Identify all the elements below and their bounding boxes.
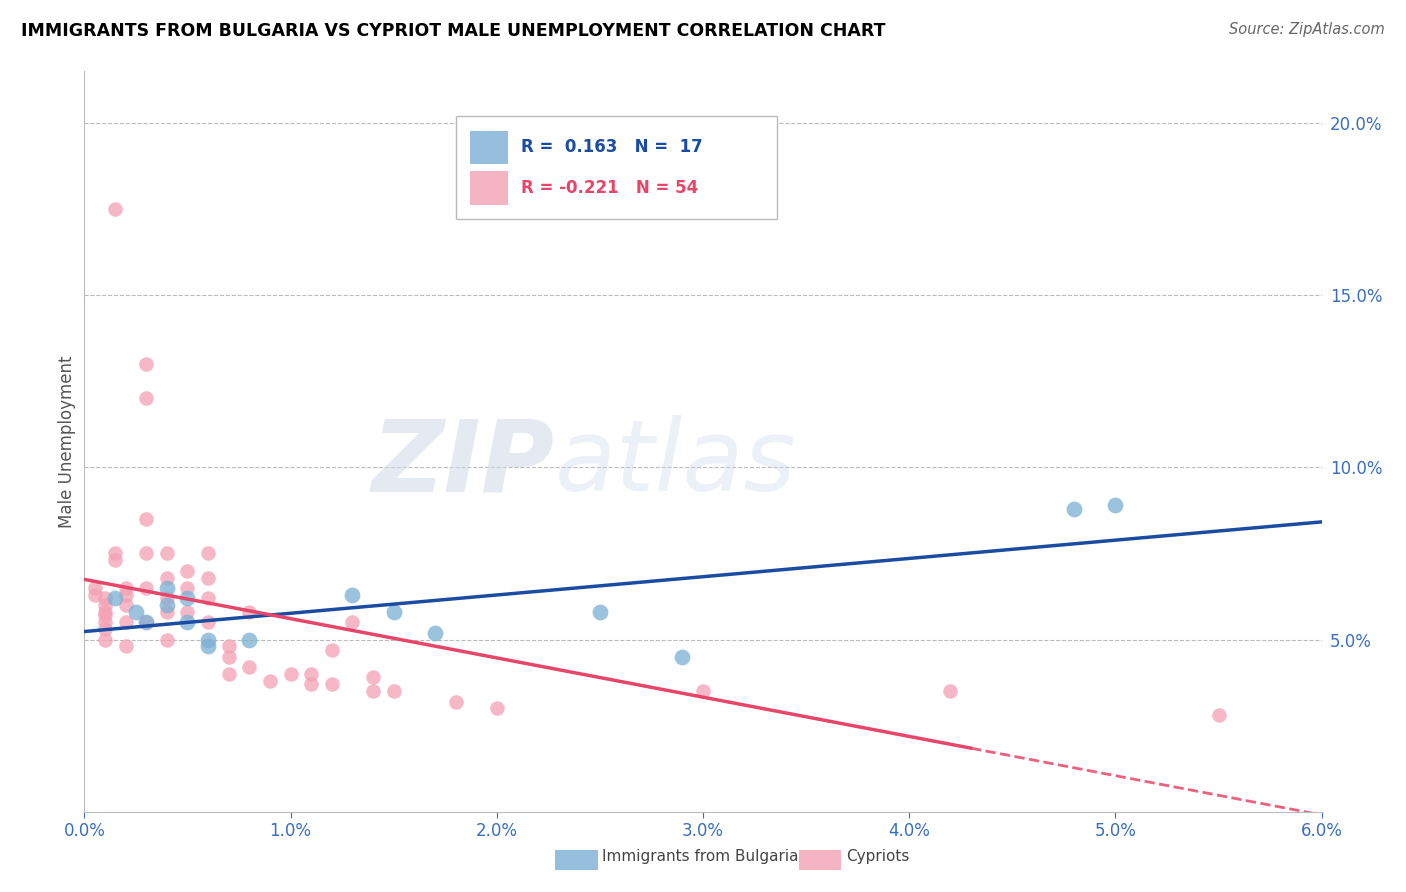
FancyBboxPatch shape: [456, 116, 778, 219]
Point: [238, 660, 260, 674]
Point: [104, 546, 127, 560]
Point: [361, 670, 384, 684]
Point: [361, 684, 384, 698]
Point: [280, 667, 302, 681]
Point: [197, 546, 219, 560]
FancyBboxPatch shape: [471, 171, 508, 204]
Point: [197, 640, 219, 654]
Point: [299, 677, 322, 691]
Point: [382, 605, 405, 619]
Point: [176, 581, 198, 595]
Point: [156, 546, 179, 560]
Point: [135, 392, 157, 406]
Point: [114, 588, 136, 602]
Point: [176, 591, 198, 606]
Point: [1104, 498, 1126, 512]
Point: [114, 581, 136, 595]
Point: [671, 649, 693, 664]
Point: [135, 357, 157, 371]
Point: [444, 694, 467, 708]
Point: [321, 643, 343, 657]
Text: Immigrants from Bulgaria: Immigrants from Bulgaria: [602, 849, 799, 863]
Text: atlas: atlas: [554, 416, 796, 512]
Point: [114, 640, 136, 654]
Text: Cypriots: Cypriots: [846, 849, 910, 863]
Point: [197, 591, 219, 606]
Point: [104, 202, 127, 216]
Point: [589, 605, 612, 619]
Point: [125, 605, 148, 619]
Point: [176, 605, 198, 619]
Point: [218, 649, 240, 664]
Point: [156, 581, 179, 595]
Point: [197, 570, 219, 584]
Point: [259, 673, 281, 688]
Point: [135, 512, 157, 526]
Point: [1208, 708, 1230, 723]
FancyBboxPatch shape: [471, 130, 508, 164]
Point: [135, 615, 157, 630]
Point: [114, 598, 136, 612]
Text: ZIP: ZIP: [371, 416, 554, 512]
Point: [1063, 501, 1085, 516]
Point: [114, 615, 136, 630]
Point: [156, 591, 179, 606]
Point: [94, 598, 117, 612]
Point: [692, 684, 714, 698]
Point: [94, 605, 117, 619]
Point: [321, 677, 343, 691]
Point: [238, 632, 260, 647]
Point: [94, 591, 117, 606]
Point: [135, 615, 157, 630]
Text: Source: ZipAtlas.com: Source: ZipAtlas.com: [1229, 22, 1385, 37]
Point: [176, 615, 198, 630]
Point: [218, 640, 240, 654]
Point: [94, 632, 117, 647]
Point: [485, 701, 508, 715]
Point: [218, 667, 240, 681]
Point: [423, 625, 446, 640]
Point: [342, 588, 364, 602]
Point: [238, 605, 260, 619]
Point: [299, 667, 322, 681]
Point: [104, 553, 127, 567]
Point: [176, 564, 198, 578]
Point: [156, 570, 179, 584]
Point: [156, 598, 179, 612]
Text: R = -0.221   N = 54: R = -0.221 N = 54: [522, 179, 699, 197]
Point: [939, 684, 962, 698]
Text: R =  0.163   N =  17: R = 0.163 N = 17: [522, 138, 703, 156]
Point: [135, 546, 157, 560]
Point: [197, 615, 219, 630]
Text: IMMIGRANTS FROM BULGARIA VS CYPRIOT MALE UNEMPLOYMENT CORRELATION CHART: IMMIGRANTS FROM BULGARIA VS CYPRIOT MALE…: [21, 22, 886, 40]
Y-axis label: Male Unemployment: Male Unemployment: [58, 355, 76, 528]
Point: [342, 615, 364, 630]
Point: [94, 622, 117, 636]
Point: [94, 615, 117, 630]
Point: [197, 632, 219, 647]
Point: [156, 605, 179, 619]
Point: [135, 581, 157, 595]
Point: [382, 684, 405, 698]
Point: [83, 588, 105, 602]
Point: [104, 591, 127, 606]
Point: [94, 608, 117, 623]
Point: [83, 581, 105, 595]
Point: [156, 632, 179, 647]
